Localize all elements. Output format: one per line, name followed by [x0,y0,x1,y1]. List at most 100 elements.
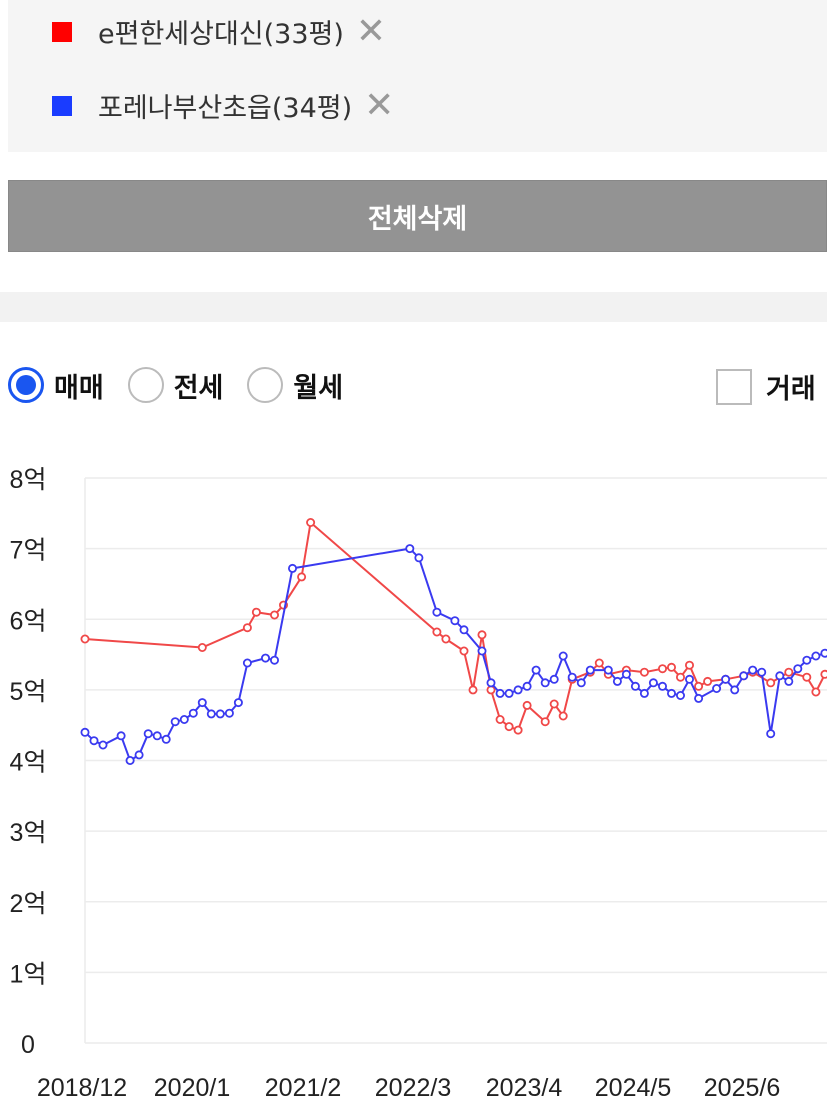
remove-icon[interactable]: ✕ [364,84,395,126]
data-point[interactable] [197,698,207,708]
data-point[interactable] [287,563,297,573]
data-point[interactable] [80,634,90,644]
data-point[interactable] [793,664,803,674]
data-point[interactable] [504,722,514,732]
data-point[interactable] [405,544,415,554]
data-point[interactable] [432,627,442,637]
data-point[interactable] [260,653,270,663]
radio-jeonse[interactable]: 전세 [127,366,223,405]
data-point[interactable] [648,678,658,688]
data-point[interactable] [116,731,126,741]
data-point[interactable] [432,607,442,617]
data-point[interactable] [757,667,767,677]
data-point[interactable] [495,714,505,724]
data-point[interactable] [125,755,135,765]
data-point[interactable] [730,685,740,695]
remove-icon[interactable]: ✕ [355,10,387,52]
data-point[interactable] [306,518,316,528]
data-point[interactable] [802,672,812,682]
delete-all-button[interactable]: 전체삭제 [8,180,827,252]
data-point[interactable] [811,651,821,661]
radio-checked-icon[interactable] [8,367,44,403]
data-point[interactable] [459,646,469,656]
data-point[interactable] [766,678,776,688]
data-point[interactable] [621,669,631,679]
data-point[interactable] [676,690,686,700]
data-point[interactable] [143,729,153,739]
data-point[interactable] [712,683,722,693]
trade-volume-checkbox[interactable]: 거래 [716,367,816,406]
data-point[interactable] [414,553,424,563]
data-point[interactable] [215,709,225,719]
data-point[interactable] [603,665,613,675]
data-point[interactable] [206,709,216,719]
data-point[interactable] [459,625,469,635]
data-point[interactable] [170,717,180,727]
data-point[interactable] [667,662,677,672]
data-point[interactable] [766,729,776,739]
data-point[interactable] [134,750,144,760]
data-point[interactable] [486,678,496,688]
data-point[interactable] [558,651,568,661]
data-point[interactable] [658,664,668,674]
data-point[interactable] [594,658,604,668]
data-point[interactable] [522,681,532,691]
data-point[interactable] [721,674,731,684]
data-point[interactable] [739,671,749,681]
data-point[interactable] [513,725,523,735]
data-point[interactable] [576,678,586,688]
data-point[interactable] [441,634,451,644]
data-point[interactable] [811,687,821,697]
data-point[interactable] [820,648,827,658]
data-point[interactable] [612,676,622,686]
data-point[interactable] [297,572,307,582]
checkbox-icon[interactable] [716,368,752,405]
data-point[interactable] [269,655,279,665]
data-point[interactable] [152,731,162,741]
data-point[interactable] [242,623,252,633]
radio-unchecked-icon[interactable] [127,367,164,403]
data-point[interactable] [179,714,189,724]
data-point[interactable] [784,676,794,686]
data-point[interactable] [775,671,785,681]
data-point[interactable] [558,711,568,721]
data-point[interactable] [242,658,252,668]
radio-monthly-rent[interactable]: 월세 [247,366,343,405]
radio-unchecked-icon[interactable] [247,367,284,403]
data-point[interactable] [197,642,207,652]
data-point[interactable] [685,674,695,684]
data-point[interactable] [694,681,704,691]
data-point[interactable] [820,669,827,679]
data-point[interactable] [188,708,198,718]
data-point[interactable] [477,646,487,656]
data-point[interactable] [233,698,243,708]
data-point[interactable] [486,685,496,695]
data-point[interactable] [549,699,559,709]
data-point[interactable] [567,672,577,682]
data-point[interactable] [269,610,279,620]
data-point[interactable] [658,681,668,691]
radio-sale[interactable]: 매매 [8,366,104,405]
data-point[interactable] [89,736,99,746]
data-point[interactable] [522,700,532,710]
data-point[interactable] [639,667,649,677]
data-point[interactable] [80,727,90,737]
data-point[interactable] [639,688,649,698]
data-point[interactable] [676,672,686,682]
data-point[interactable] [531,665,541,675]
data-point[interactable] [98,740,108,750]
data-point[interactable] [540,678,550,688]
data-point[interactable] [630,681,640,691]
data-point[interactable] [450,616,460,626]
data-point[interactable] [703,676,713,686]
data-point[interactable] [468,685,478,695]
data-point[interactable] [549,674,559,684]
data-point[interactable] [161,734,171,744]
data-point[interactable] [585,665,595,675]
data-point[interactable] [224,708,234,718]
data-point[interactable] [251,607,261,617]
data-point[interactable] [802,655,812,665]
data-point[interactable] [694,693,704,703]
data-point[interactable] [504,688,514,698]
data-point[interactable] [495,688,505,698]
